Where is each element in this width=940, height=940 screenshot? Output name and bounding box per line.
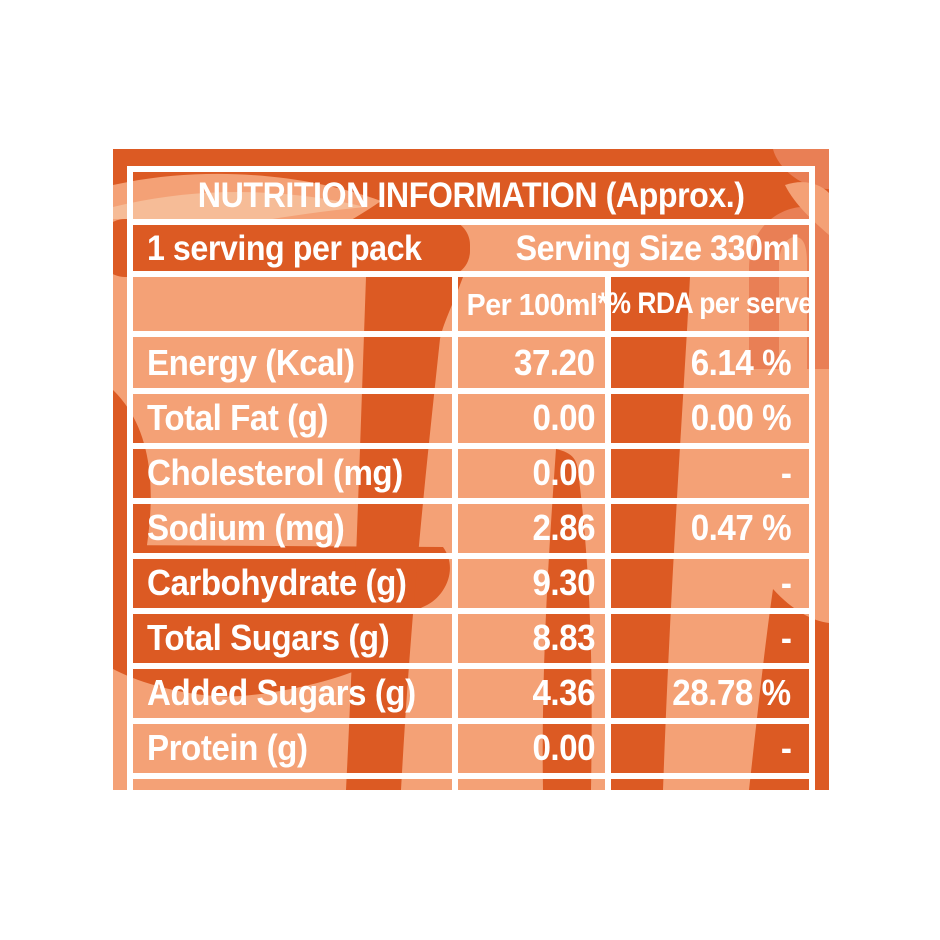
decorative-stripe bbox=[346, 277, 463, 790]
row-divider bbox=[133, 219, 809, 225]
value-rda-per-serve: - bbox=[780, 726, 791, 768]
value-rda-per-serve: 0.00 % bbox=[690, 396, 792, 438]
value-rda-per-serve: 28.78 % bbox=[672, 671, 792, 713]
row-divider bbox=[133, 498, 809, 504]
column-divider bbox=[605, 271, 611, 790]
nutrient-name: Protein (g) bbox=[147, 726, 308, 768]
serving-size: Serving Size 330ml bbox=[515, 228, 800, 268]
value-per-100ml: 0.00 bbox=[532, 451, 595, 493]
decorative-stripe bbox=[542, 449, 592, 790]
nutrient-name: Total Sugars (g) bbox=[147, 616, 390, 658]
decorative-bar bbox=[113, 219, 470, 277]
label-title-text: NUTRITION INFORMATION (Approx.) bbox=[197, 176, 745, 215]
value-per-100ml: 2.86 bbox=[532, 506, 595, 548]
servings-per-pack: 1 serving per pack bbox=[147, 228, 422, 268]
decorative-highlight bbox=[785, 182, 829, 235]
nutrient-name: Sodium (mg) bbox=[147, 506, 345, 548]
row-divider bbox=[133, 553, 809, 559]
column-divider bbox=[452, 271, 458, 790]
decorative-stripe bbox=[605, 277, 690, 790]
label-title: NUTRITION INFORMATION (Approx.) bbox=[133, 172, 809, 219]
table-outer-border bbox=[127, 166, 815, 790]
value-per-100ml: 0.00 bbox=[532, 396, 595, 438]
column-header-per-100ml: Per 100ml bbox=[466, 286, 597, 322]
nutrient-name: Carbohydrate (g) bbox=[147, 561, 407, 603]
nutrient-name: Cholesterol (mg) bbox=[147, 451, 403, 493]
value-per-100ml: 9.30 bbox=[532, 561, 595, 603]
row-divider bbox=[133, 663, 809, 669]
value-per-100ml: 0.00 bbox=[532, 726, 595, 768]
row-divider bbox=[133, 773, 809, 779]
nutrient-name: Added Sugars (g) bbox=[147, 671, 416, 713]
nutrition-label: NUTRITION INFORMATION (Approx.) 1 servin… bbox=[113, 149, 829, 790]
value-rda-per-serve: - bbox=[780, 561, 791, 603]
value-per-100ml: 37.20 bbox=[514, 341, 595, 383]
row-divider bbox=[133, 718, 809, 724]
value-per-100ml: 8.83 bbox=[532, 616, 595, 658]
value-per-100ml: 4.36 bbox=[532, 671, 595, 713]
column-header-rda-per-serve: *% RDA per serve bbox=[597, 287, 813, 320]
row-divider bbox=[133, 443, 809, 449]
value-rda-per-serve: - bbox=[780, 451, 791, 493]
decorative-field bbox=[113, 277, 829, 790]
nutrient-name: Total Fat (g) bbox=[147, 396, 329, 438]
row-divider bbox=[133, 271, 809, 277]
nutrient-name: Energy (Kcal) bbox=[147, 341, 355, 383]
decorative-highlight bbox=[113, 192, 365, 271]
row-divider bbox=[133, 388, 809, 394]
value-rda-per-serve: - bbox=[780, 616, 791, 658]
value-rda-per-serve: 6.14 % bbox=[690, 341, 792, 383]
value-rda-per-serve: 0.47 % bbox=[690, 506, 792, 548]
row-divider bbox=[133, 608, 809, 614]
row-divider bbox=[133, 331, 809, 337]
